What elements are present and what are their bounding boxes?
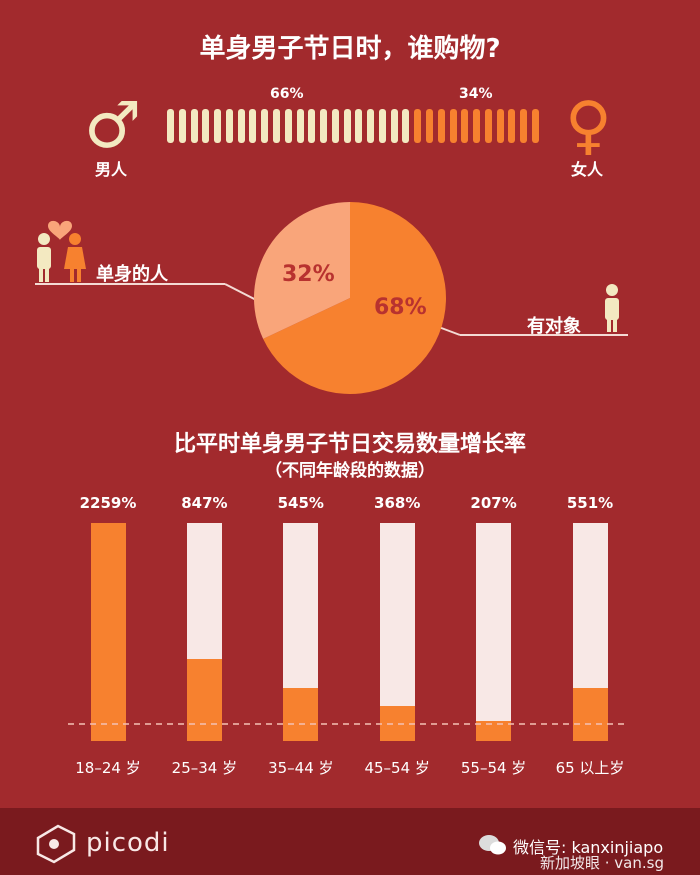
age-group-label: 65 以上岁 (555, 759, 625, 777)
male-tick (178, 109, 186, 143)
bar-track (90, 523, 126, 741)
picodi-logo-icon (36, 824, 76, 864)
baseline-dashed-line (68, 723, 624, 725)
male-tick (167, 109, 174, 143)
bar-track (186, 523, 222, 741)
female-tick (508, 109, 516, 143)
single-people-label: 单身的人 (96, 264, 168, 285)
female-label: 女人 (571, 160, 604, 179)
bar-value-label: 847% (181, 494, 228, 512)
age-group-label: 25–34 岁 (171, 759, 238, 777)
chart-title: 比平时单身男子节日交易数量增长率 (173, 432, 526, 457)
female-tick (473, 109, 481, 143)
age-group-label: 35–44 岁 (268, 759, 334, 777)
bar (572, 687, 608, 741)
female-percent: 34% (459, 86, 493, 102)
female-tick (414, 109, 422, 143)
bar-track (283, 523, 319, 741)
male-label: 男人 (95, 160, 128, 179)
brand-name: picodi (86, 828, 170, 858)
male-percent: 66% (270, 86, 304, 102)
female-tick (496, 109, 504, 143)
pie-slice-taken (263, 202, 446, 394)
bar (283, 688, 319, 741)
bar (90, 523, 126, 741)
male-tick (284, 109, 292, 143)
watermark: 新加坡眼 · van.sg (540, 854, 664, 872)
pie-slice-single (253, 202, 350, 339)
male-tick (225, 109, 233, 143)
female-tick (426, 109, 434, 143)
male-tick (272, 109, 280, 143)
male-tick (378, 109, 386, 143)
male-tick (296, 109, 304, 143)
male-tick (390, 109, 398, 143)
female-tick (437, 109, 445, 143)
male-tick (402, 109, 410, 143)
male-tick (355, 109, 363, 143)
footer-bar (0, 808, 700, 875)
pie-label-single: 32% (282, 262, 335, 287)
bar-track (572, 523, 608, 741)
bar-value-label: 551% (566, 494, 614, 512)
bar-track (379, 523, 415, 741)
male-tick (190, 109, 198, 143)
chart-subtitle: （不同年龄段的数据） (265, 461, 435, 481)
bar-track (476, 523, 512, 741)
male-tick (249, 109, 257, 143)
age-group-label: 55–54 岁 (460, 759, 527, 777)
bar-value-label: 368% (374, 494, 421, 512)
male-tick (202, 109, 210, 143)
bar-value-label: 207% (470, 494, 517, 512)
bar (186, 659, 222, 741)
male-tick (320, 109, 328, 143)
relationship-pie-area (35, 202, 628, 394)
bar-value-label: 545% (277, 494, 324, 512)
male-tick (343, 109, 351, 143)
female-tick (520, 109, 528, 143)
male-symbol-icon: ♂ (84, 89, 142, 163)
male-tick (308, 109, 316, 143)
taken-man-icon (605, 284, 619, 332)
single-man-icon (37, 233, 51, 282)
wechat-id: 微信号: kanxinjiapo (513, 838, 664, 857)
heart-icon (48, 220, 72, 240)
male-tick (237, 109, 245, 143)
male-tick (331, 109, 339, 143)
bar (476, 721, 512, 741)
pie-label-taken: 68% (374, 295, 427, 320)
female-tick (461, 109, 469, 143)
page-title: 单身男子节日时，谁购物? (199, 34, 501, 64)
single-woman-icon (64, 233, 86, 282)
age-group-label: 18–24 岁 (75, 759, 141, 777)
male-tick (367, 109, 375, 143)
female-tick (449, 109, 457, 143)
female-tick (484, 109, 492, 143)
bar-value-label: 2259% (79, 494, 137, 512)
age-group-label: 45–54 岁 (364, 759, 430, 777)
wechat-icon (479, 835, 506, 855)
bar (379, 705, 415, 741)
female-symbol-icon: ♀ (565, 89, 612, 163)
taken-people-label: 有对象 (527, 316, 581, 337)
male-tick (214, 109, 222, 143)
female-tick (532, 109, 539, 143)
male-tick (261, 109, 269, 143)
